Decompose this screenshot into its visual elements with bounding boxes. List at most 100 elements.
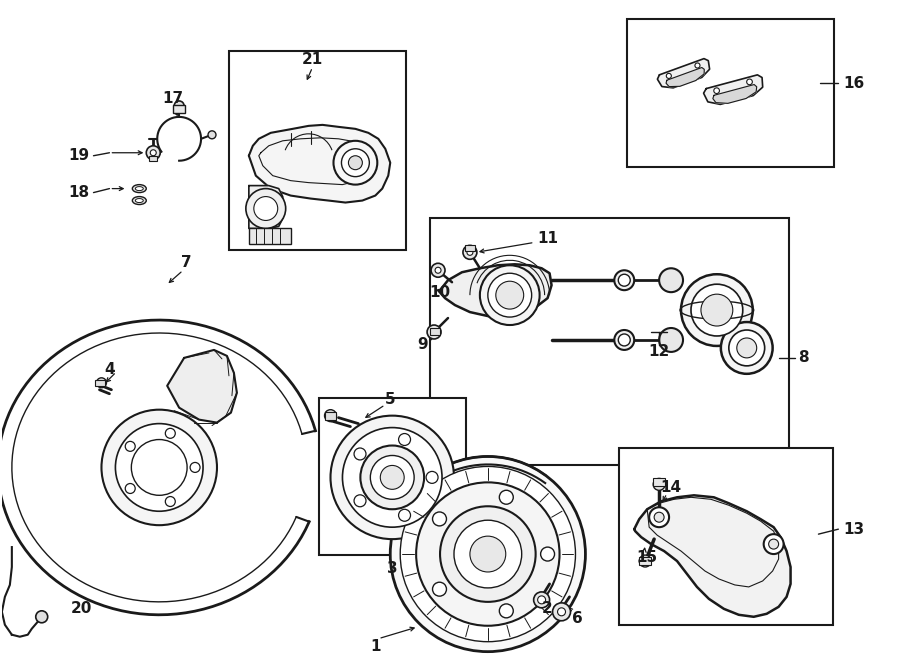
Circle shape [541,547,554,561]
Circle shape [147,146,160,160]
Circle shape [381,465,404,489]
Text: 8: 8 [798,350,809,365]
Bar [149,156,158,161]
Circle shape [102,410,217,525]
Bar [627,19,834,167]
Circle shape [666,73,671,79]
Circle shape [714,88,719,93]
Circle shape [354,448,366,460]
Bar [619,448,833,625]
Polygon shape [666,68,705,87]
Text: 3: 3 [387,561,398,577]
Circle shape [125,483,135,493]
Text: 13: 13 [843,522,865,537]
Circle shape [370,455,414,499]
Text: 7: 7 [181,255,192,270]
Circle shape [649,507,669,527]
Circle shape [440,506,536,602]
Circle shape [391,457,585,651]
Circle shape [131,440,187,495]
Bar [229,51,406,250]
Text: 18: 18 [68,185,89,200]
Circle shape [721,322,772,374]
Circle shape [537,596,545,604]
Circle shape [747,79,752,85]
Circle shape [433,512,446,526]
Circle shape [615,270,634,290]
Text: 20: 20 [71,601,92,616]
Polygon shape [167,350,237,422]
Circle shape [400,467,575,641]
Circle shape [175,101,184,111]
Circle shape [653,479,665,491]
Circle shape [691,284,742,336]
Bar [430,328,440,335]
Ellipse shape [132,185,147,193]
Circle shape [428,325,441,339]
Bar [95,380,105,386]
Circle shape [354,495,366,507]
Text: 9: 9 [417,338,428,352]
Circle shape [166,496,176,506]
Polygon shape [634,495,790,617]
Circle shape [615,330,634,350]
Circle shape [426,471,438,483]
Circle shape [36,611,48,623]
Text: 5: 5 [385,392,396,407]
Bar [248,228,291,244]
Text: 19: 19 [68,148,89,164]
Circle shape [470,536,506,572]
Bar [465,246,475,252]
Circle shape [618,274,630,286]
Ellipse shape [135,199,143,203]
Circle shape [729,330,765,366]
Circle shape [433,582,446,596]
Polygon shape [657,59,709,88]
Circle shape [96,378,106,388]
Circle shape [769,539,778,549]
Circle shape [639,555,652,567]
Circle shape [343,428,442,527]
Circle shape [553,603,571,621]
Polygon shape [704,75,762,105]
Text: 11: 11 [537,231,558,246]
Text: 15: 15 [636,549,658,565]
Text: 4: 4 [104,362,114,377]
Circle shape [348,156,363,169]
Circle shape [480,265,540,325]
Circle shape [500,491,513,504]
Circle shape [325,410,337,422]
Circle shape [190,463,200,473]
Circle shape [659,328,683,352]
Circle shape [695,63,700,68]
Bar [639,557,652,565]
Circle shape [701,294,733,326]
Ellipse shape [132,197,147,205]
Text: 2: 2 [542,601,553,616]
Circle shape [557,608,565,616]
Circle shape [125,442,135,451]
Circle shape [764,534,784,554]
Circle shape [534,592,550,608]
Circle shape [360,446,424,509]
Bar [173,105,185,113]
Circle shape [618,334,630,346]
Circle shape [166,428,176,438]
Circle shape [246,189,285,228]
Bar [325,412,337,420]
Text: 6: 6 [572,611,583,626]
Text: 16: 16 [843,75,865,91]
Ellipse shape [135,187,143,191]
Circle shape [454,520,522,588]
Circle shape [659,268,683,292]
Circle shape [500,604,513,618]
Circle shape [654,512,664,522]
Circle shape [737,338,757,358]
Polygon shape [248,125,391,203]
Circle shape [488,273,532,317]
Circle shape [467,250,472,256]
Text: 21: 21 [302,52,323,67]
Circle shape [399,509,410,521]
Circle shape [330,416,454,539]
Text: 1: 1 [370,639,381,654]
